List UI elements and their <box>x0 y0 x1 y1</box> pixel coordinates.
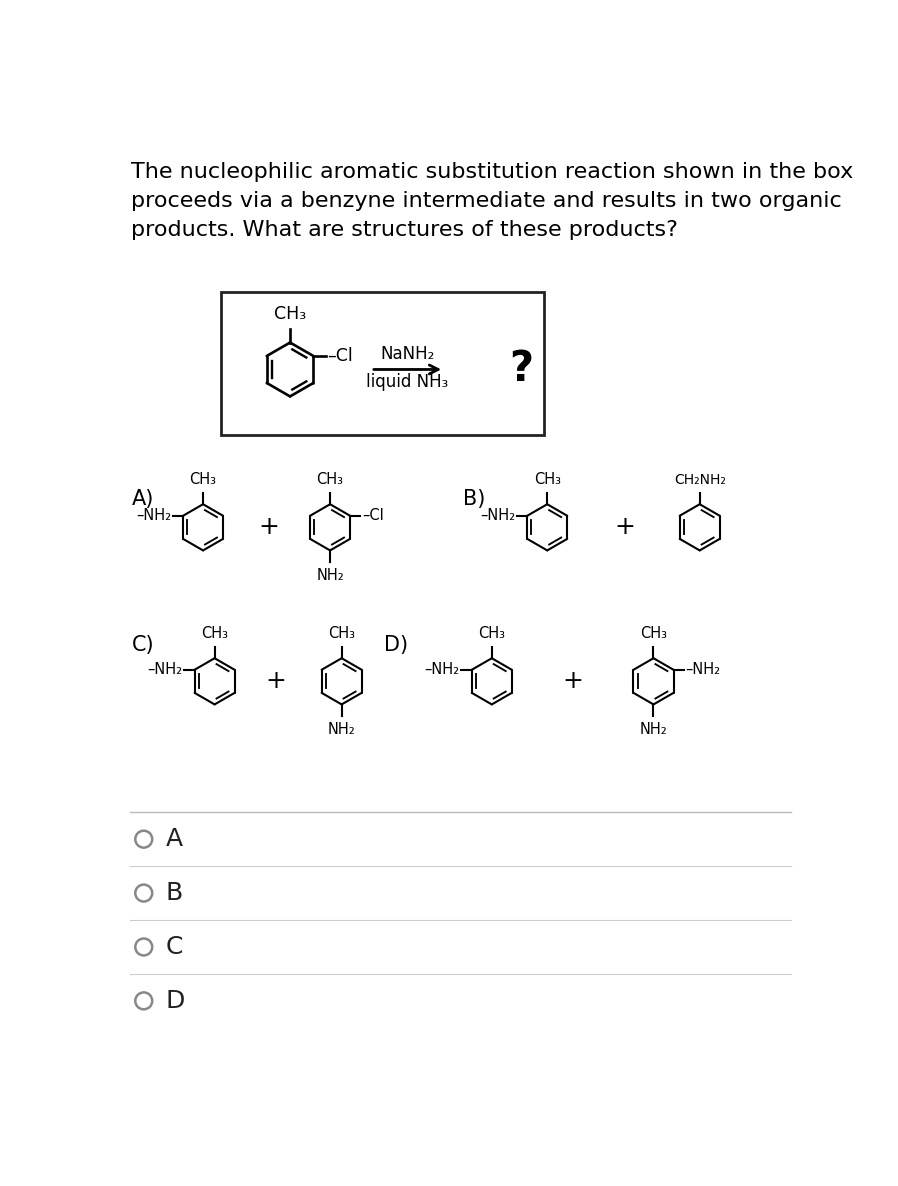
Text: –NH₂: –NH₂ <box>685 662 720 677</box>
Text: –NH₂: –NH₂ <box>147 662 182 677</box>
Text: CH₃: CH₃ <box>533 472 560 486</box>
Text: B): B) <box>462 489 485 509</box>
Text: NH₂: NH₂ <box>639 722 667 738</box>
Text: D: D <box>165 989 185 1013</box>
Text: CH₂NH₂: CH₂NH₂ <box>674 472 726 486</box>
Text: CH₃: CH₃ <box>274 305 306 323</box>
Text: The nucleophilic aromatic substitution reaction shown in the box: The nucleophilic aromatic substitution r… <box>131 161 854 181</box>
Text: proceeds via a benzyne intermediate and results in two organic: proceeds via a benzyne intermediate and … <box>131 191 842 211</box>
Text: NH₂: NH₂ <box>328 722 356 738</box>
Text: CH₃: CH₃ <box>201 625 228 640</box>
Text: A): A) <box>131 489 154 509</box>
Text: –NH₂: –NH₂ <box>480 509 515 523</box>
Text: –NH₂: –NH₂ <box>136 509 172 523</box>
Text: NH₂: NH₂ <box>316 568 344 584</box>
Text: CH₃: CH₃ <box>479 625 506 640</box>
Text: CH₃: CH₃ <box>317 472 344 486</box>
Text: –Cl: –Cl <box>327 347 353 365</box>
Text: –Cl: –Cl <box>362 509 383 523</box>
Text: liquid NH₃: liquid NH₃ <box>366 372 448 391</box>
Text: C: C <box>165 935 182 959</box>
Text: +: + <box>614 516 636 540</box>
Text: +: + <box>266 669 286 694</box>
Text: C): C) <box>131 636 154 655</box>
Text: A: A <box>165 827 182 852</box>
Text: +: + <box>258 516 279 540</box>
Text: products. What are structures of these products?: products. What are structures of these p… <box>131 221 678 240</box>
Text: ?: ? <box>509 349 533 390</box>
Text: D): D) <box>384 636 408 655</box>
Text: CH₃: CH₃ <box>189 472 216 486</box>
Text: B: B <box>165 881 182 905</box>
Text: –NH₂: –NH₂ <box>425 662 460 677</box>
FancyBboxPatch shape <box>221 293 544 435</box>
Text: NaNH₂: NaNH₂ <box>380 345 435 363</box>
Text: +: + <box>562 669 583 694</box>
Text: CH₃: CH₃ <box>328 625 355 640</box>
Text: CH₃: CH₃ <box>640 625 667 640</box>
